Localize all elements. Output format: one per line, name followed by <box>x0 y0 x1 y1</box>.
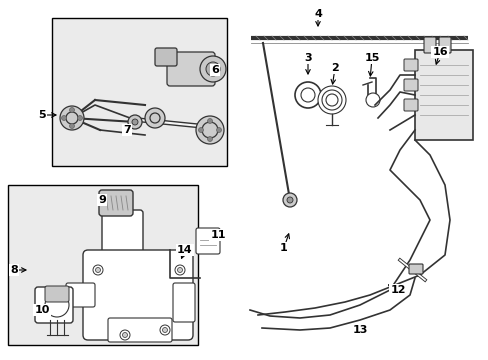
FancyBboxPatch shape <box>99 190 133 216</box>
Text: 1: 1 <box>280 243 287 253</box>
FancyBboxPatch shape <box>108 318 172 342</box>
Circle shape <box>196 116 224 144</box>
Bar <box>8 185 198 345</box>
FancyBboxPatch shape <box>35 287 73 323</box>
Circle shape <box>93 265 103 275</box>
Circle shape <box>294 82 320 108</box>
Circle shape <box>283 193 296 207</box>
FancyBboxPatch shape <box>102 210 142 301</box>
Circle shape <box>207 136 212 141</box>
Text: 15: 15 <box>364 53 379 63</box>
Text: 9: 9 <box>98 195 106 205</box>
Circle shape <box>207 118 212 123</box>
Circle shape <box>200 56 225 82</box>
Circle shape <box>325 94 337 106</box>
FancyBboxPatch shape <box>173 283 195 322</box>
Circle shape <box>132 119 138 125</box>
Circle shape <box>120 330 130 340</box>
Text: 14: 14 <box>177 245 192 255</box>
Circle shape <box>128 115 142 129</box>
Circle shape <box>122 333 127 338</box>
FancyBboxPatch shape <box>66 283 95 307</box>
Circle shape <box>216 127 221 132</box>
Circle shape <box>365 93 379 107</box>
Text: 4: 4 <box>313 9 321 19</box>
Text: 2: 2 <box>330 63 338 73</box>
Text: 16: 16 <box>431 47 447 57</box>
FancyBboxPatch shape <box>83 250 193 340</box>
FancyBboxPatch shape <box>403 59 417 71</box>
FancyBboxPatch shape <box>403 99 417 111</box>
FancyBboxPatch shape <box>403 79 417 91</box>
Circle shape <box>60 106 84 130</box>
Circle shape <box>286 197 292 203</box>
FancyBboxPatch shape <box>155 48 177 66</box>
FancyBboxPatch shape <box>167 52 215 86</box>
Text: 11: 11 <box>210 230 225 240</box>
Circle shape <box>69 123 74 129</box>
Circle shape <box>69 108 74 113</box>
Circle shape <box>205 62 220 76</box>
Circle shape <box>66 112 78 124</box>
Text: 6: 6 <box>211 65 219 75</box>
Text: 8: 8 <box>10 265 18 275</box>
FancyBboxPatch shape <box>45 286 69 302</box>
FancyBboxPatch shape <box>423 37 435 53</box>
Circle shape <box>301 88 314 102</box>
Text: 13: 13 <box>351 325 367 335</box>
Text: 7: 7 <box>123 125 131 135</box>
Circle shape <box>198 127 203 132</box>
Circle shape <box>150 113 160 123</box>
Bar <box>414 50 472 140</box>
Circle shape <box>95 267 101 273</box>
Circle shape <box>321 90 341 110</box>
Circle shape <box>145 108 164 128</box>
Circle shape <box>45 293 69 317</box>
Circle shape <box>202 122 218 138</box>
FancyBboxPatch shape <box>438 37 450 53</box>
FancyBboxPatch shape <box>408 264 422 274</box>
Circle shape <box>61 116 66 121</box>
Text: 10: 10 <box>34 305 50 315</box>
Circle shape <box>162 328 167 333</box>
Text: 5: 5 <box>38 110 46 120</box>
Circle shape <box>177 267 182 273</box>
Circle shape <box>77 116 82 121</box>
Circle shape <box>175 265 184 275</box>
Bar <box>52 18 226 166</box>
Text: 12: 12 <box>389 285 405 295</box>
Circle shape <box>160 325 170 335</box>
FancyBboxPatch shape <box>196 228 220 254</box>
Circle shape <box>317 86 346 114</box>
Text: 3: 3 <box>304 53 311 63</box>
